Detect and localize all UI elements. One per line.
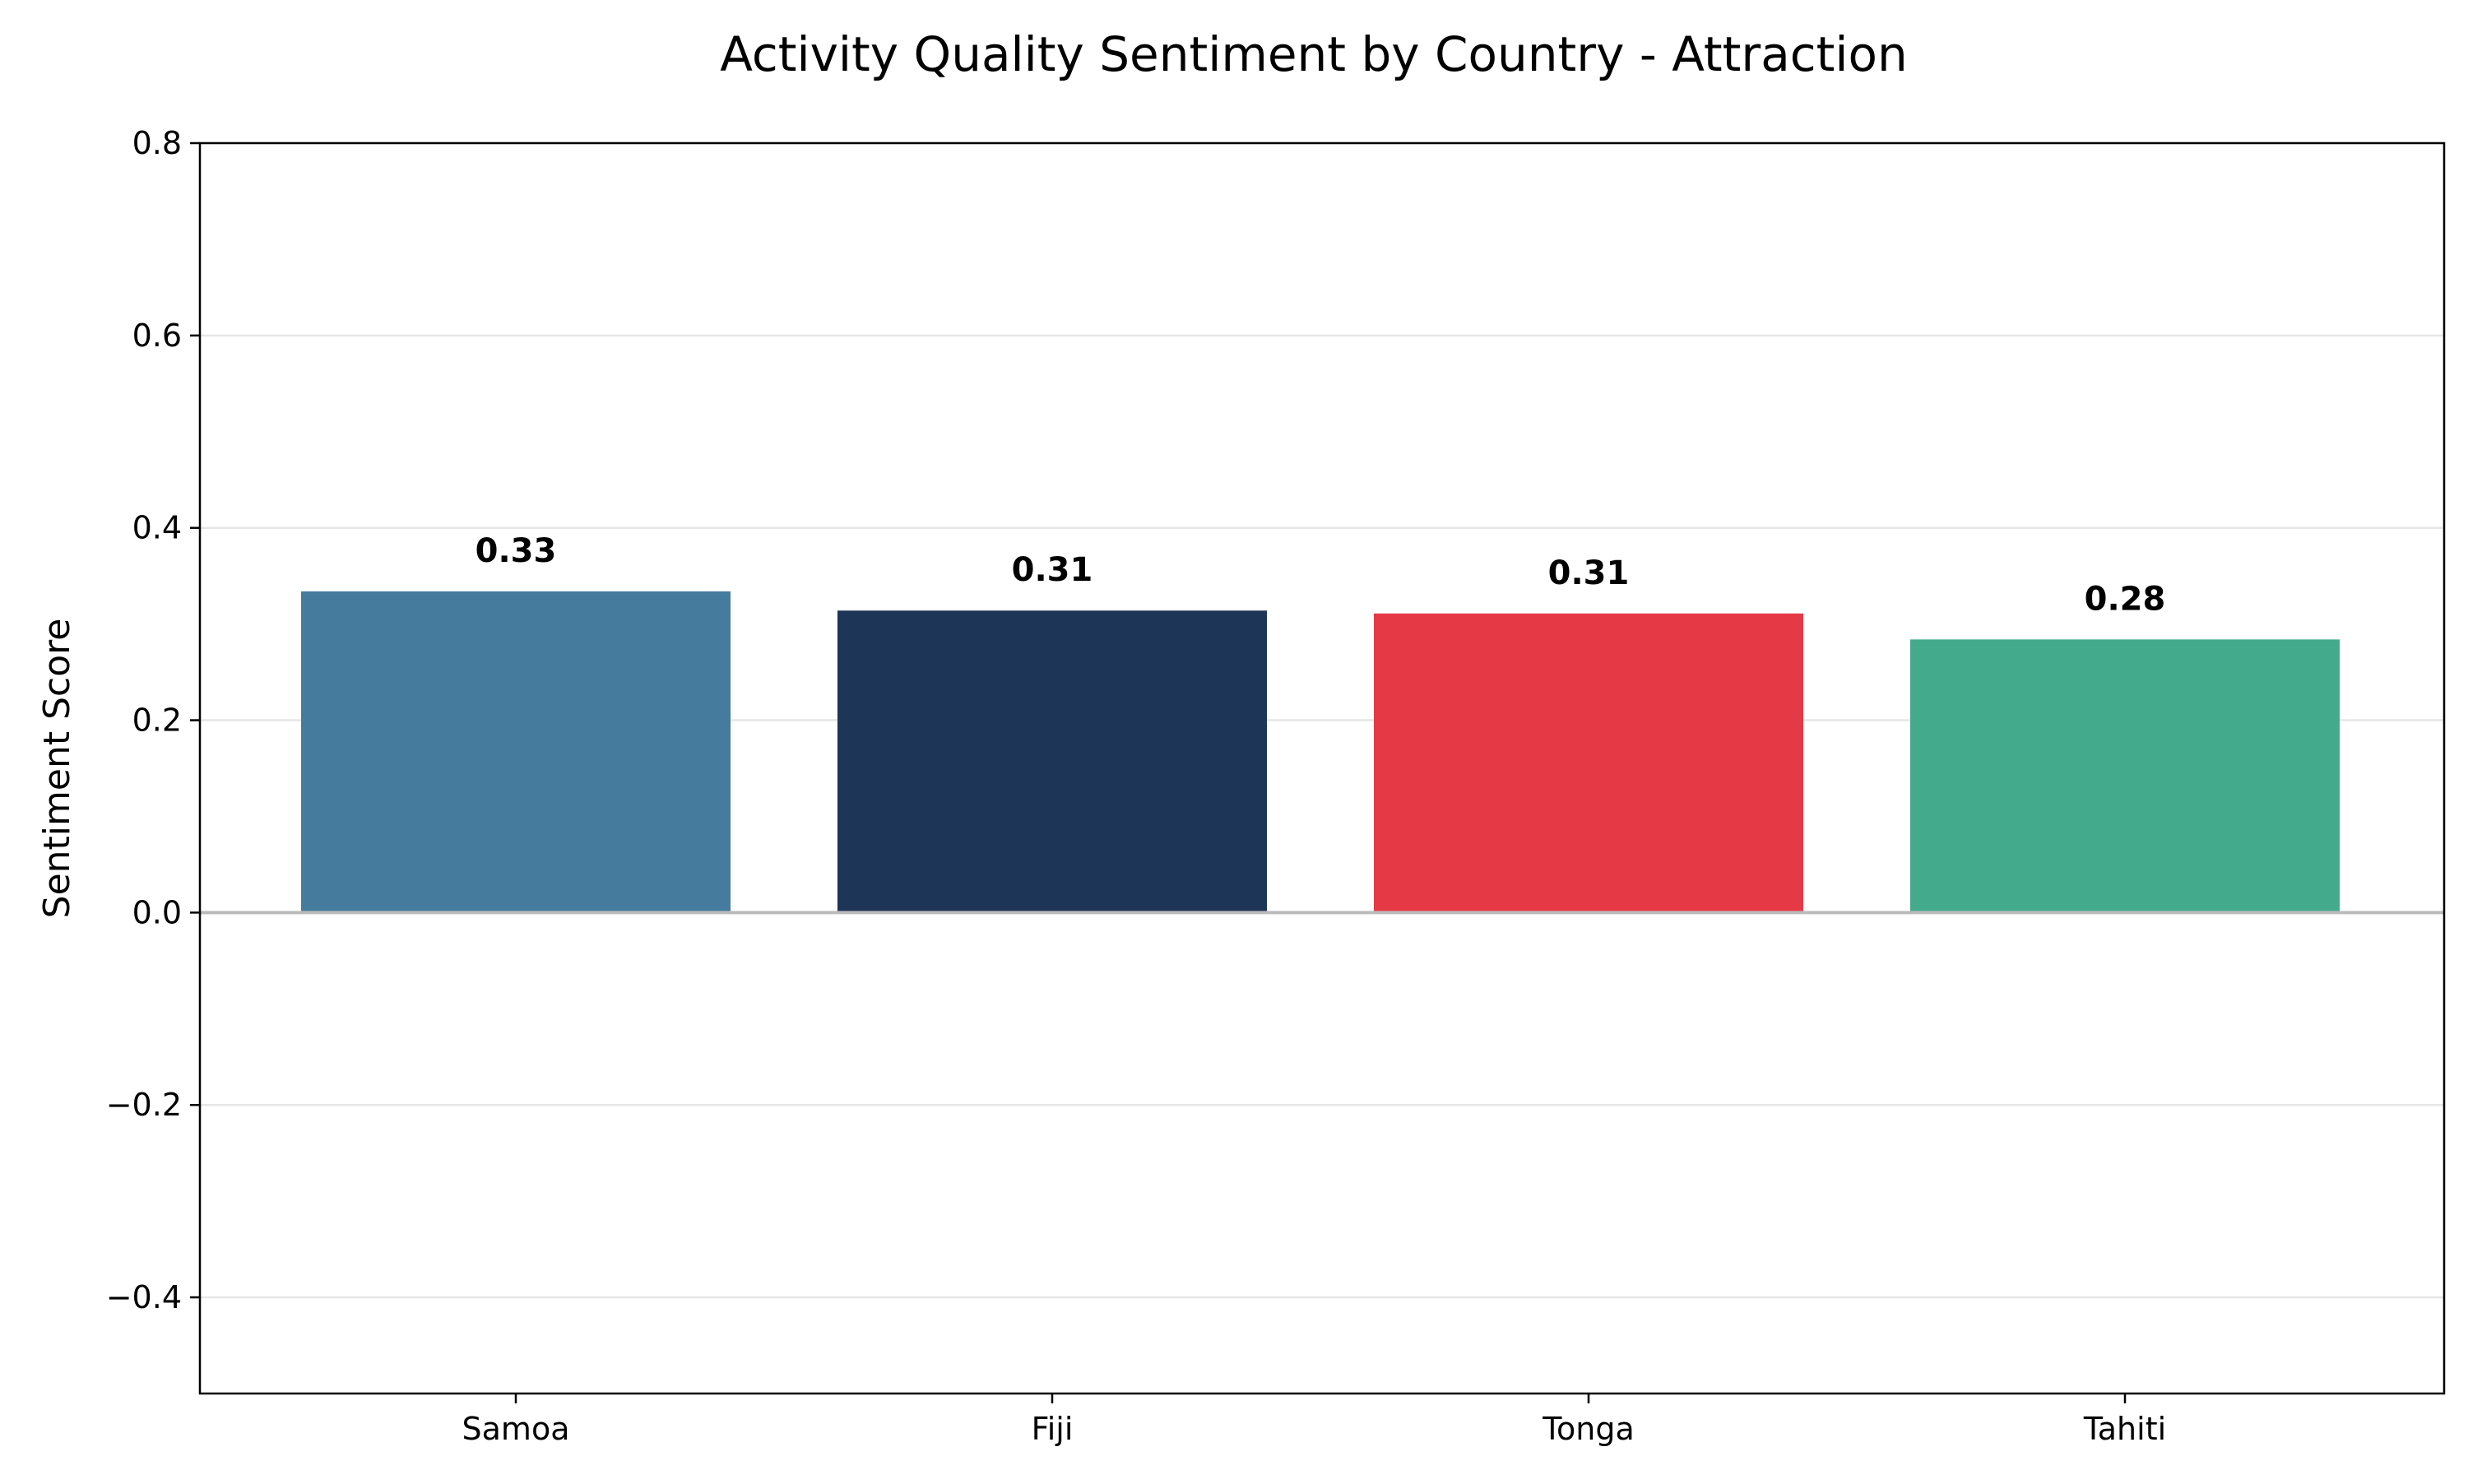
bars xyxy=(301,591,2340,913)
y-tick-label: 0.8 xyxy=(132,125,182,161)
y-tick-label: −0.4 xyxy=(106,1279,182,1315)
plot-frame xyxy=(198,141,2446,1395)
x-tick-label: Tonga xyxy=(1542,1411,1635,1447)
x-axis: Samoa Fiji Tonga Tahiti xyxy=(462,1394,2166,1447)
bar-tahiti xyxy=(1910,639,2340,913)
y-tick-label: 0.4 xyxy=(132,510,182,546)
chart-title: Activity Quality Sentiment by Country - … xyxy=(720,26,1908,82)
x-tick-label: Tahiti xyxy=(2083,1411,2166,1447)
y-tick-label: 0.0 xyxy=(132,894,182,930)
y-tick-label: 0.2 xyxy=(132,703,182,739)
data-label: 0.31 xyxy=(1548,554,1630,592)
y-axis: −0.4 −0.2 0.0 0.2 0.4 0.6 0.8 xyxy=(106,125,200,1315)
bar-tonga xyxy=(1374,613,1803,913)
x-tick-label: Fiji xyxy=(1032,1411,1074,1447)
y-tick-label: −0.2 xyxy=(106,1087,182,1123)
data-labels: 0.33 0.31 0.31 0.28 xyxy=(476,532,2166,618)
y-axis-label: Sentiment Score xyxy=(36,619,78,919)
bar-samoa xyxy=(301,591,731,913)
x-tick-label: Samoa xyxy=(462,1411,570,1447)
data-label: 0.31 xyxy=(1012,551,1093,589)
y-tick-label: 0.6 xyxy=(132,318,182,354)
data-label: 0.28 xyxy=(2085,580,2166,618)
data-label: 0.33 xyxy=(476,532,557,570)
bar-fiji xyxy=(837,610,1267,913)
